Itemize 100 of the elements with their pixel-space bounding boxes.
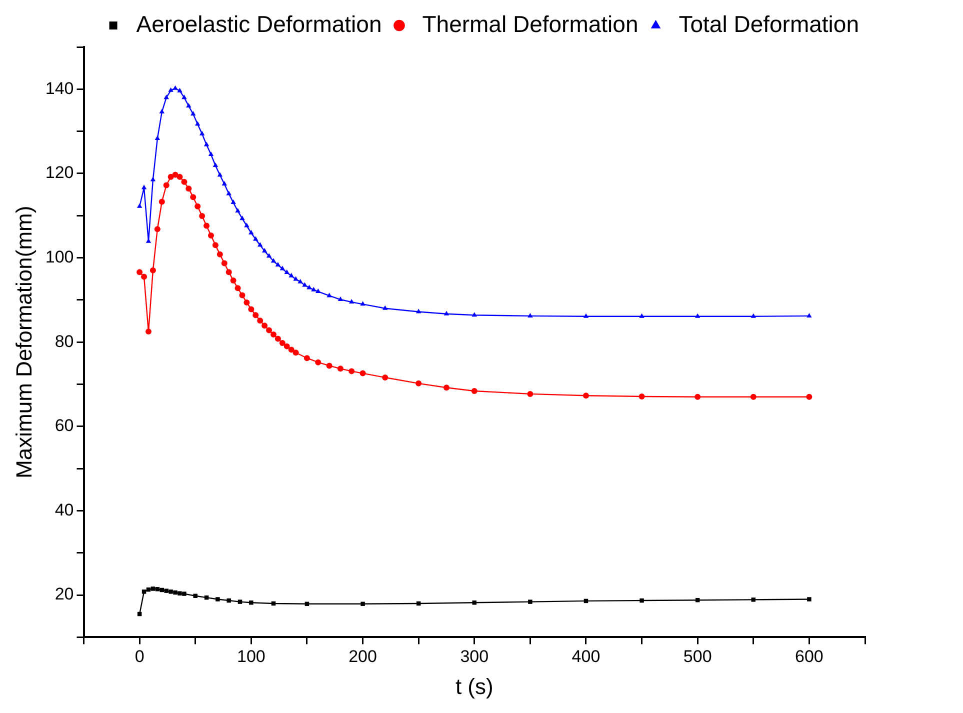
- point: [248, 306, 254, 312]
- x-tick-label: 100: [236, 647, 266, 666]
- point: [315, 359, 322, 366]
- point: [528, 600, 532, 604]
- point: [527, 390, 534, 397]
- point: [262, 322, 268, 329]
- point: [528, 312, 533, 318]
- x-tick-label: 500: [683, 647, 712, 666]
- point: [316, 288, 321, 294]
- point: [150, 586, 156, 591]
- point: [136, 269, 143, 276]
- point: [292, 350, 299, 356]
- point: [145, 328, 152, 335]
- point: [158, 198, 165, 205]
- point: [163, 182, 170, 188]
- point: [348, 368, 355, 374]
- point: [195, 121, 200, 126]
- point: [293, 276, 298, 281]
- point: [186, 186, 192, 192]
- point: [155, 587, 160, 592]
- point: [284, 343, 290, 350]
- point: [311, 286, 316, 292]
- point: [270, 258, 276, 263]
- point: [750, 394, 756, 400]
- point: [360, 301, 366, 306]
- point: [640, 598, 644, 603]
- point: [806, 394, 812, 400]
- point: [304, 355, 310, 362]
- y-axis-title: Maximum Deformation(mm): [11, 206, 36, 478]
- point: [150, 267, 156, 274]
- point: [190, 111, 196, 116]
- point: [193, 594, 198, 598]
- point: [270, 332, 276, 338]
- legend-label: Aeroelastic Deformation: [136, 10, 382, 37]
- point: [194, 203, 201, 210]
- point: [382, 374, 388, 381]
- point: [807, 597, 812, 602]
- point: [172, 85, 178, 90]
- point: [326, 362, 332, 369]
- point: [168, 590, 173, 594]
- point: [212, 162, 218, 167]
- point: [274, 336, 281, 342]
- point: [208, 232, 214, 238]
- y-tick-label: 120: [45, 163, 74, 182]
- point: [262, 248, 268, 253]
- point: [141, 184, 147, 190]
- point: [222, 181, 227, 186]
- point: [142, 590, 146, 594]
- point: [172, 172, 178, 178]
- point: [182, 592, 186, 596]
- point: [164, 588, 168, 593]
- point: [694, 313, 700, 318]
- point: [221, 260, 228, 266]
- point: [154, 226, 160, 232]
- point: [204, 222, 210, 229]
- point: [168, 87, 174, 92]
- point: [150, 176, 156, 182]
- legend-label: Thermal Deformation: [422, 10, 638, 37]
- point: [141, 274, 148, 280]
- point: [216, 597, 220, 602]
- legend-label: Total Deformation: [678, 10, 859, 37]
- point: [234, 285, 241, 292]
- point: [288, 272, 294, 278]
- point: [186, 103, 192, 108]
- point: [244, 299, 250, 306]
- point: [257, 318, 264, 324]
- point: [199, 130, 205, 136]
- point: [235, 208, 240, 212]
- y-tick-label: 140: [45, 78, 74, 98]
- point: [258, 242, 263, 247]
- point: [178, 591, 182, 596]
- point: [750, 313, 756, 318]
- point: [382, 305, 388, 310]
- point: [240, 216, 245, 220]
- point: [288, 346, 294, 353]
- y-tick-label: 100: [45, 247, 74, 266]
- point: [154, 135, 160, 140]
- point: [238, 600, 242, 604]
- y-tick-label: 80: [54, 332, 74, 351]
- point: [190, 194, 196, 200]
- point: [176, 174, 183, 180]
- point: [275, 262, 281, 266]
- x-tick-label: 0: [134, 647, 144, 666]
- y-tick-label: 40: [54, 500, 74, 520]
- point: [136, 203, 142, 208]
- point: [173, 590, 178, 595]
- point: [298, 278, 303, 284]
- point: [226, 598, 231, 603]
- point: [159, 108, 164, 114]
- point: [638, 393, 645, 400]
- point: [226, 269, 232, 276]
- point: [212, 242, 218, 248]
- point: [338, 296, 344, 302]
- point: [182, 94, 187, 100]
- point: [639, 313, 644, 318]
- point: [204, 142, 210, 146]
- point: [471, 388, 478, 394]
- x-tick-label: 300: [460, 647, 489, 666]
- point: [164, 94, 169, 100]
- point: [279, 340, 286, 346]
